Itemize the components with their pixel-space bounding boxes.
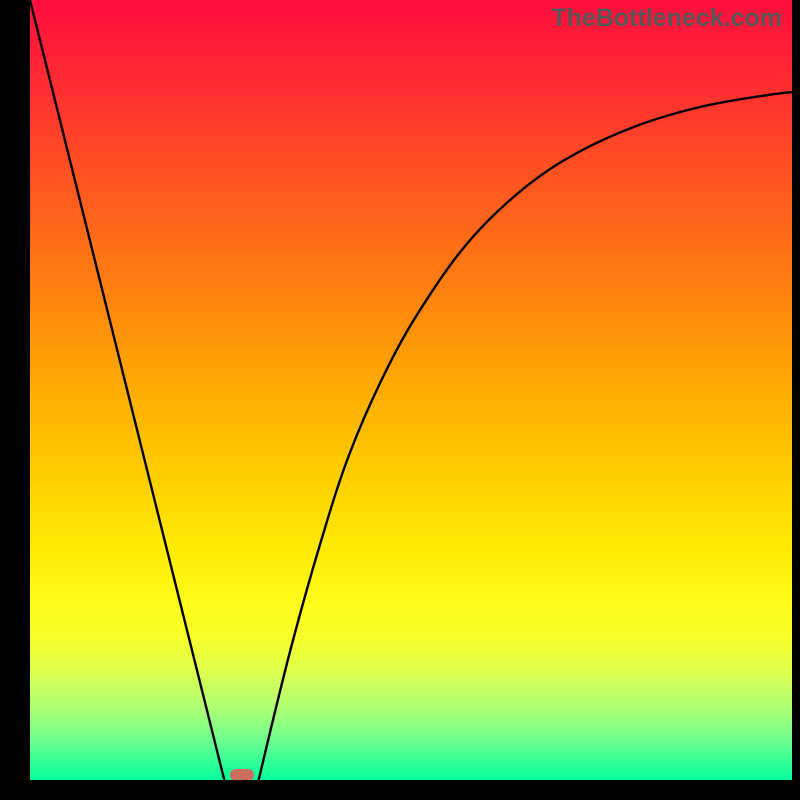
chart-frame-border — [0, 0, 800, 800]
watermark-text: TheBottleneck.com — [551, 4, 782, 33]
